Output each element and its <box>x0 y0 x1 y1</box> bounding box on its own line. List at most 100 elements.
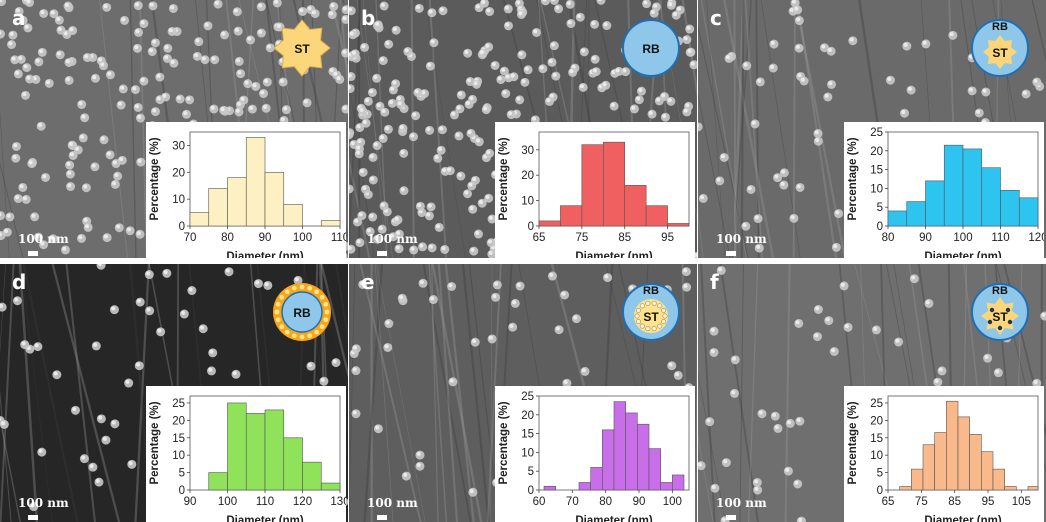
scale-bar <box>28 515 38 520</box>
x-tick-label: 90 <box>919 232 932 244</box>
histogram-bar <box>1027 486 1039 491</box>
scale-bar-label: 100 nm <box>716 496 767 510</box>
histogram-bar <box>283 437 303 491</box>
sem-panel-e: e 100 nm RB ST 0 5 10 15 20 25 60 70 80 90 100 Diameter… <box>349 264 697 522</box>
histogram-bar <box>969 433 982 491</box>
x-tick-label: 110 <box>991 232 1009 244</box>
x-axis-label: Diameter (nm) <box>924 515 1001 522</box>
x-tick-label: 90 <box>259 232 272 244</box>
histogram-inset: 0 5 10 15 20 25 90 100 110 120 130 Diameter (nm) Per… <box>146 386 346 522</box>
histogram-bar <box>992 468 1005 491</box>
histogram-chart: 0 5 10 15 20 25 90 100 110 120 130 Diameter (nm) Per… <box>149 395 346 522</box>
histogram-bar <box>613 401 626 491</box>
histogram-inset: 0 10 20 30 65 75 85 95 Diameter (nm) Percentage (… <box>495 122 695 258</box>
y-tick-label: 25 <box>870 127 883 139</box>
histogram-bar <box>922 444 935 491</box>
particle-schematic: ST <box>273 19 331 77</box>
histogram-bar <box>283 204 303 227</box>
dotted-star-in-round-icon: RB ST <box>971 283 1029 341</box>
x-tick-label: 80 <box>221 232 234 244</box>
y-tick-label: 0 <box>528 485 534 497</box>
x-tick-label: 90 <box>633 496 646 508</box>
x-tick-label: 75 <box>915 496 928 508</box>
particle-schematic: RB <box>622 19 680 77</box>
histogram-bar <box>981 451 994 491</box>
y-tick-label: 20 <box>870 146 883 158</box>
histogram-inset: 0 5 10 15 20 25 60 70 80 90 100 Diameter (nm) Percen… <box>495 386 695 522</box>
scale-bar-label: 100 nm <box>367 496 418 510</box>
y-tick-label: 0 <box>877 221 883 233</box>
histogram-bar <box>189 212 210 227</box>
y-tick-label: 10 <box>172 194 185 206</box>
scale-bar <box>377 251 387 256</box>
y-tick-label: 5 <box>179 468 185 480</box>
sem-panel-a: a 100 nm ST 0 10 20 30 70 80 90 100 110 Diameter (nm… <box>0 0 348 258</box>
y-tick-label: 15 <box>172 433 185 445</box>
scale-bar-label: 100 nm <box>367 232 418 246</box>
icon-top-label: RB <box>643 285 659 297</box>
histogram-bar <box>624 185 647 227</box>
sem-panel-d: d 100 nm RB 0 5 10 15 20 25 90 100 110 120 130 Diamete… <box>0 264 348 522</box>
histogram-bar <box>887 210 908 227</box>
x-axis-label: Diameter (nm) <box>575 515 652 522</box>
histogram-bar <box>962 148 983 227</box>
histogram-bar <box>637 423 650 491</box>
x-tick-label: 120 <box>293 496 312 508</box>
histogram-bar <box>602 429 615 491</box>
x-tick-label: 80 <box>882 232 895 244</box>
panel-letter: c <box>710 6 722 30</box>
histogram-bar <box>245 413 266 491</box>
histogram-bar <box>943 144 964 227</box>
histogram-chart: 0 5 10 15 20 25 60 70 80 90 100 Diameter (nm) Percen… <box>498 391 690 522</box>
panel-letter: a <box>12 6 26 30</box>
x-tick-label: 85 <box>948 496 961 508</box>
histogram-bar <box>648 448 661 491</box>
particle-schematic: RB ST <box>971 283 1029 341</box>
x-tick-label: 100 <box>293 232 312 244</box>
x-tick-label: 100 <box>663 496 682 508</box>
histogram-bar <box>1018 197 1039 227</box>
x-tick-label: 95 <box>661 232 674 244</box>
particle-schematic: RB ST <box>622 283 680 341</box>
y-tick-label: 20 <box>172 415 185 427</box>
y-tick-label: 0 <box>528 221 534 233</box>
x-tick-label: 90 <box>184 496 197 508</box>
panel-letter: e <box>361 270 375 294</box>
x-tick-label: 110 <box>256 496 274 508</box>
particle-schematic: RB <box>273 283 331 341</box>
y-tick-label: 15 <box>521 429 534 441</box>
sem-panel-f: f 100 nm RB ST 0 5 10 15 20 25 65 75 85 95 105 Diameter… <box>698 264 1046 522</box>
y-tick-label: 5 <box>877 202 883 214</box>
histogram-bar <box>320 482 341 491</box>
x-tick-label: 75 <box>575 232 588 244</box>
histogram-bar <box>957 416 970 491</box>
histogram-bar <box>543 485 556 491</box>
histogram-bar <box>320 220 341 227</box>
histogram-bar <box>264 409 285 491</box>
panel-letter: f <box>710 270 719 294</box>
y-tick-label: 20 <box>172 167 185 179</box>
y-axis-label: Percentage (%) <box>498 401 510 484</box>
histogram-bar <box>581 144 604 227</box>
y-tick-label: 25 <box>870 398 883 410</box>
icon-top-label: RB <box>992 285 1008 297</box>
histogram-bar <box>1000 189 1020 227</box>
x-tick-label: 85 <box>618 232 631 244</box>
x-tick-label: 120 <box>1028 232 1044 244</box>
histogram-bar <box>264 171 285 227</box>
scale-bar <box>28 251 38 256</box>
y-tick-label: 25 <box>521 391 534 403</box>
histogram-bar <box>625 412 638 491</box>
icon-label: ST <box>992 46 1008 60</box>
x-axis-label: Diameter (nm) <box>226 515 303 522</box>
histogram-bar <box>208 472 228 491</box>
icon-label: ST <box>992 310 1008 324</box>
y-axis-label: Percentage (%) <box>498 137 510 220</box>
histogram-bar <box>934 432 947 491</box>
histogram-chart: 0 5 10 15 20 25 80 90 100 110 120 Diameter (nm) Perc… <box>847 127 1044 258</box>
histogram-bar <box>925 180 945 227</box>
y-tick-label: 10 <box>870 183 883 195</box>
histogram-bar <box>645 205 668 227</box>
y-tick-label: 10 <box>172 450 185 462</box>
icon-label: RB <box>642 42 660 56</box>
